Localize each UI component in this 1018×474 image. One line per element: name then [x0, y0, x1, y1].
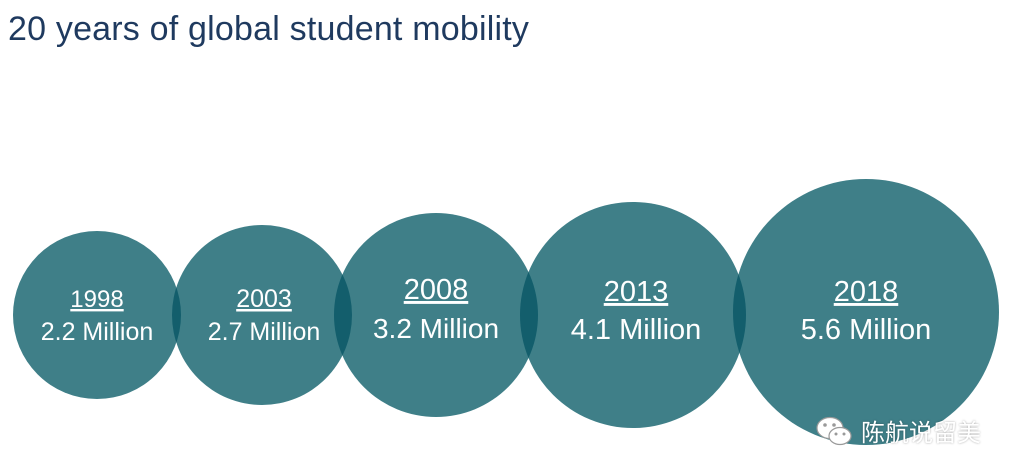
year-label-2018: 2018	[834, 276, 899, 308]
bubble-1998	[13, 231, 181, 399]
value-label-2018: 5.6 Million	[801, 314, 932, 346]
bubble-2008	[334, 213, 538, 417]
page-title: 20 years of global student mobility	[8, 10, 530, 48]
bubble-2018	[733, 179, 999, 445]
value-label-2013: 4.1 Million	[571, 314, 702, 346]
value-label-2008: 3.2 Million	[373, 313, 499, 344]
year-label-2003: 2003	[236, 285, 292, 313]
year-label-2013: 2013	[604, 276, 669, 308]
bubble-2003	[172, 225, 352, 405]
watermark: 陈航说留美	[815, 413, 981, 448]
bubble-2013	[520, 202, 746, 428]
wechat-icon	[816, 416, 852, 445]
value-label-1998: 2.2 Million	[41, 318, 154, 346]
watermark-text: 陈航说留美	[861, 419, 981, 447]
value-label-2003: 2.7 Million	[208, 318, 321, 346]
year-label-2008: 2008	[404, 274, 469, 306]
year-label-1998: 1998	[70, 286, 123, 313]
